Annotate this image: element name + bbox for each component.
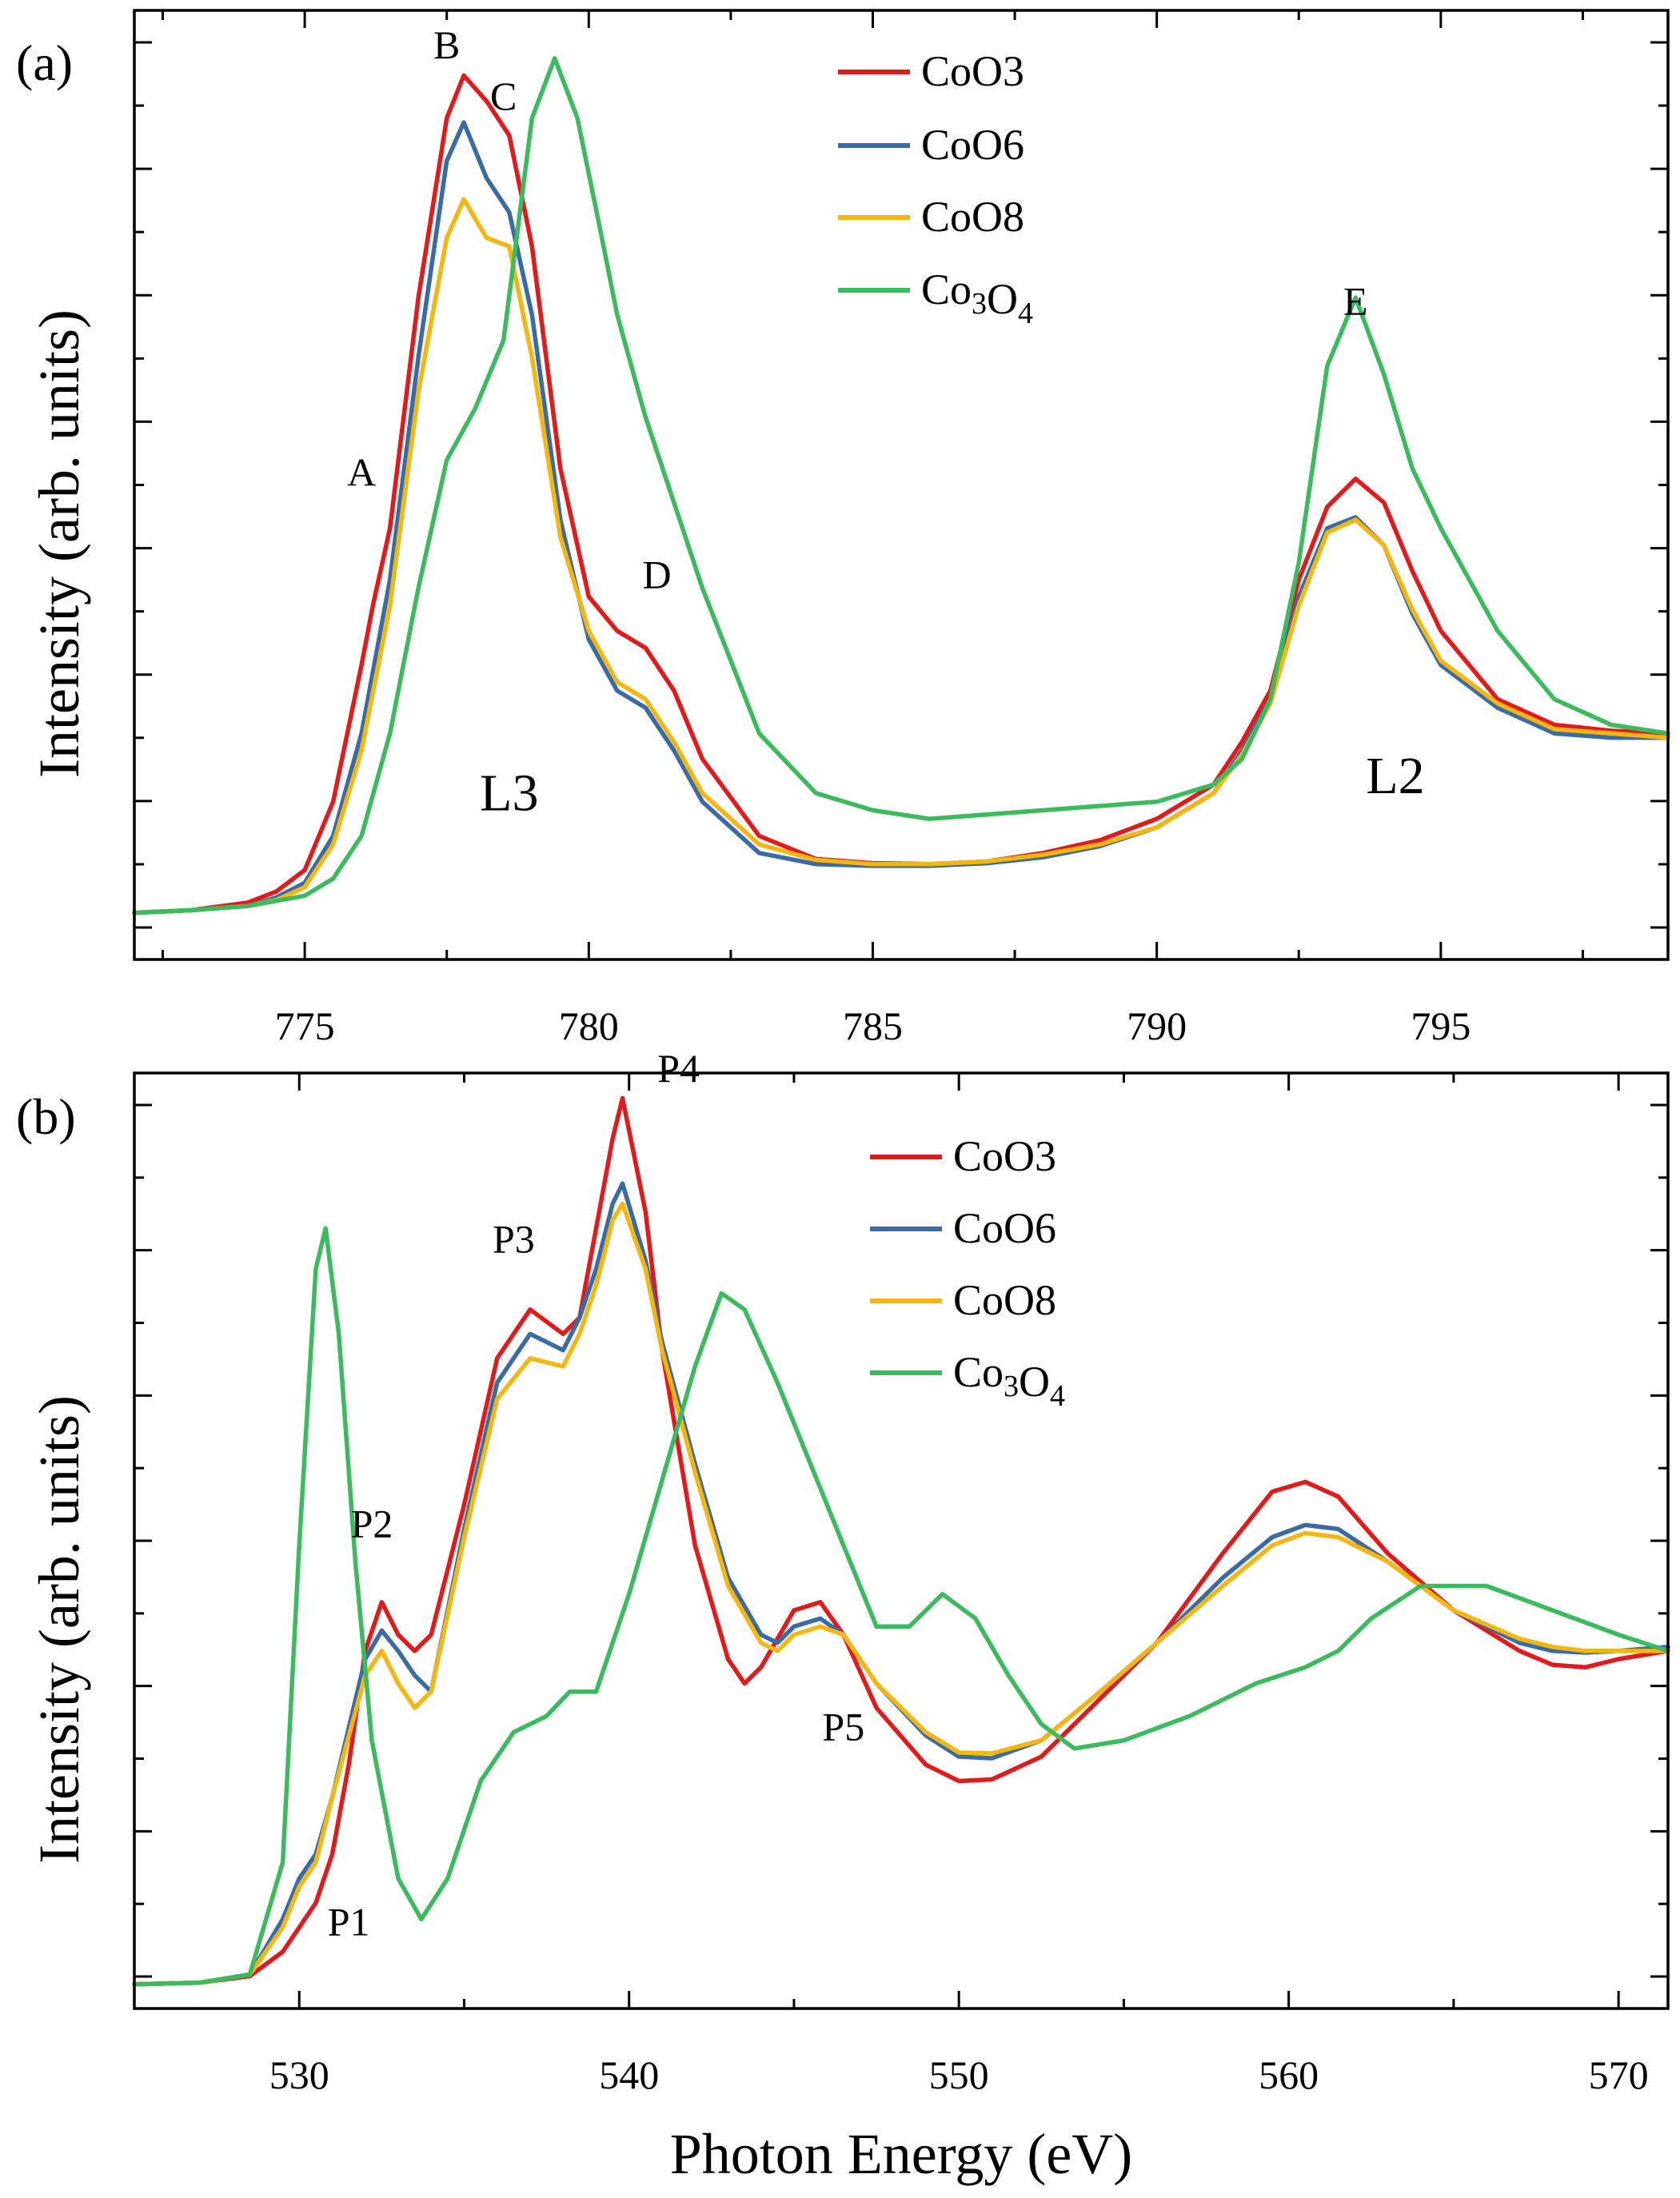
x-tick-label: 550 — [929, 2052, 989, 2097]
x-tick-label: 780 — [559, 1003, 619, 1048]
x-tick-label: 790 — [1127, 1003, 1187, 1048]
legend-b-label-coo8: CoO8 — [953, 1276, 1056, 1324]
legend-a-label-coo6: CoO6 — [921, 121, 1024, 169]
x-tick-label: 775 — [275, 1003, 335, 1048]
panel-b-y-axis-label: Intensity (arb. units) — [27, 1395, 91, 1864]
series-line-coo8 — [132, 1201, 1670, 1987]
legend-b-label-coo6: CoO6 — [953, 1204, 1056, 1252]
panel-a-label: (a) — [16, 34, 73, 91]
series-line-coo3 — [132, 73, 1670, 916]
panel-a: (a) Intensity (arb. units) 775 780 785 790 7… — [16, 9, 1670, 1048]
x-tick-label: 540 — [599, 2052, 659, 2097]
panel-a-y-axis-label: Intensity (arb. units) — [27, 309, 91, 778]
series-line-coo8 — [132, 197, 1670, 916]
x-tick-label: 795 — [1411, 1003, 1470, 1048]
panel-b-legend: CoO3 CoO6 CoO8 Co3O4 — [870, 1132, 1065, 1413]
panel-b: (b) Intensity (arb. units) 530 540 550 560 5… — [16, 1046, 1670, 2186]
panel-a-legend: CoO3 CoO6 CoO8 Co3O4 — [838, 47, 1033, 330]
panel-a-series — [132, 56, 1670, 916]
panel-a-ticks — [134, 10, 1668, 959]
series-line-coo — [132, 1226, 1670, 1987]
x-tick-label: 785 — [843, 1003, 903, 1048]
panel-b-frame — [133, 1071, 1670, 2010]
annotation-a: A — [347, 449, 376, 494]
annotation-b: B — [433, 22, 460, 67]
legend-a-label-co3o4: Co3O4 — [921, 265, 1033, 330]
series-line-coo6 — [132, 1181, 1670, 1987]
panel-a-x-tick-labels: 775 780 785 790 795 — [275, 1003, 1471, 1048]
annotation-e: E — [1343, 279, 1368, 324]
panel-b-series — [132, 1095, 1670, 1987]
x-tick-label: 530 — [269, 2052, 329, 2097]
x-tick-label: 570 — [1589, 2052, 1649, 2097]
annotation-p1: P1 — [328, 1900, 370, 1945]
panel-b-x-tick-labels: 530 540 550 560 570 — [269, 2052, 1649, 2097]
legend-b-label-coo3: CoO3 — [953, 1132, 1056, 1180]
panel-b-annotations: P1 P2 P3 P4 P5 — [328, 1046, 865, 1945]
annotation-c: C — [490, 74, 517, 118]
annotation-p4: P4 — [657, 1046, 700, 1091]
series-line-coo — [132, 56, 1670, 916]
panel-b-x-axis-label: Photon Energy (eV) — [670, 2122, 1133, 2186]
legend-a-label-coo8: CoO8 — [921, 193, 1024, 241]
series-line-coo3 — [132, 1095, 1670, 1987]
annotation-d: D — [642, 552, 671, 597]
annotation-p5: P5 — [822, 1705, 864, 1749]
annotation-p3: P3 — [493, 1217, 535, 1262]
panel-a-frame — [133, 9, 1670, 961]
legend-b-label-co3o4: Co3O4 — [953, 1348, 1065, 1413]
x-tick-label: 560 — [1259, 2052, 1319, 2097]
legend-a-label-coo3: CoO3 — [921, 47, 1024, 95]
annotation-l3: L3 — [480, 764, 538, 822]
panel-a-annotations: A BC D E L3 L2 — [347, 22, 1425, 822]
panel-b-label: (b) — [16, 1088, 76, 1145]
annotation-p2: P2 — [351, 1502, 393, 1546]
annotation-l2: L2 — [1366, 747, 1424, 805]
